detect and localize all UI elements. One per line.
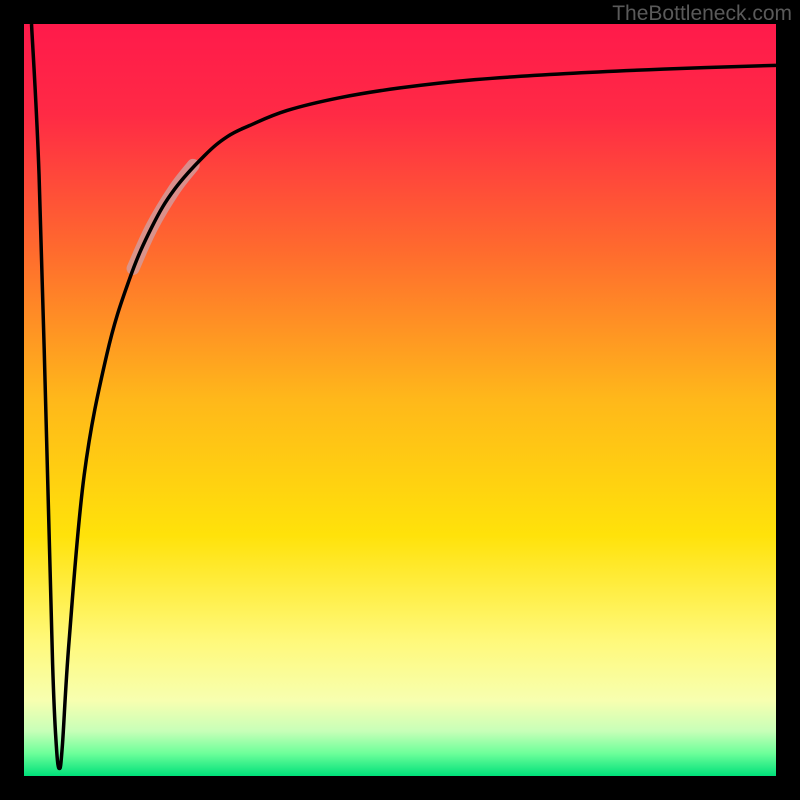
axis-right	[776, 0, 800, 800]
plot-background	[24, 24, 776, 776]
axis-left	[0, 0, 24, 800]
bottleneck-chart	[0, 0, 800, 800]
attribution-text: TheBottleneck.com	[612, 2, 792, 26]
axis-bottom	[0, 776, 800, 800]
chart-container: TheBottleneck.com	[0, 0, 800, 800]
